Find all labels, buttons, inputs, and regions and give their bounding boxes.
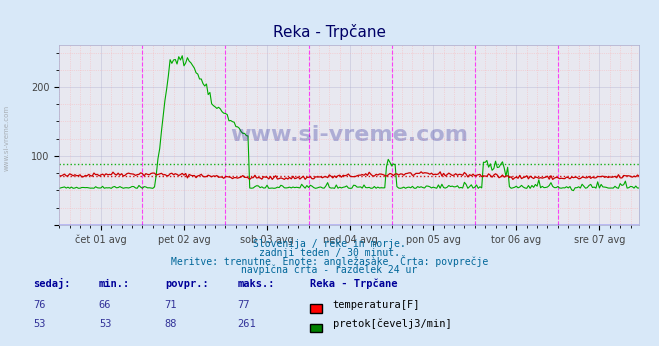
Text: www.si-vreme.com: www.si-vreme.com [3, 105, 10, 172]
Text: maks.:: maks.: [237, 279, 275, 289]
Text: Meritve: trenutne  Enote: angležasàke  Črta: povprečje: Meritve: trenutne Enote: angležasàke Črt… [171, 255, 488, 267]
Text: 53: 53 [99, 319, 111, 329]
Text: 71: 71 [165, 300, 177, 310]
Text: 66: 66 [99, 300, 111, 310]
Text: sedaj:: sedaj: [33, 278, 71, 289]
Text: min.:: min.: [99, 279, 130, 289]
Text: 76: 76 [33, 300, 45, 310]
Text: 261: 261 [237, 319, 256, 329]
Text: 88: 88 [165, 319, 177, 329]
Text: Reka - Trpčane: Reka - Trpčane [310, 279, 397, 289]
Text: 77: 77 [237, 300, 250, 310]
Text: www.si-vreme.com: www.si-vreme.com [230, 125, 469, 145]
Text: 53: 53 [33, 319, 45, 329]
Text: Slovenija / reke in morje.: Slovenija / reke in morje. [253, 239, 406, 249]
Text: povpr.:: povpr.: [165, 279, 208, 289]
Text: Reka - Trpčane: Reka - Trpčane [273, 24, 386, 40]
Text: pretok[čevelj3/min]: pretok[čevelj3/min] [333, 318, 451, 329]
Text: navpična črta - razdelek 24 ur: navpična črta - razdelek 24 ur [241, 265, 418, 275]
Text: zadnji teden / 30 minut.: zadnji teden / 30 minut. [259, 248, 400, 258]
Text: temperatura[F]: temperatura[F] [333, 300, 420, 310]
